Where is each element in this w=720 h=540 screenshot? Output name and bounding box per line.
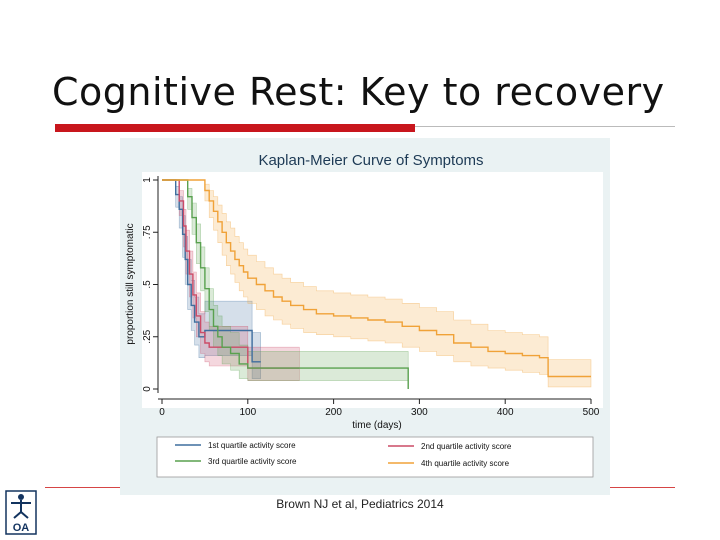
y-axis-label: proportion still symptomatic bbox=[125, 223, 136, 344]
y-tick-label: .5 bbox=[142, 280, 153, 289]
legend: 1st quartile activity score 2nd quartile … bbox=[175, 441, 512, 468]
ci-band-2 bbox=[162, 179, 300, 381]
title-underline-rule bbox=[415, 126, 675, 127]
logo-text: OA bbox=[13, 522, 30, 534]
footer-rule-left bbox=[45, 487, 120, 488]
figure-icon bbox=[11, 494, 31, 519]
legend-label-4: 4th quartile activity score bbox=[421, 459, 510, 468]
legend-label-2: 2nd quartile activity score bbox=[421, 442, 512, 451]
x-tick-label: 300 bbox=[411, 407, 428, 418]
ci-band-4 bbox=[162, 179, 592, 388]
legend-label-1: 1st quartile activity score bbox=[208, 441, 296, 450]
logo: OA bbox=[5, 490, 37, 535]
x-tick-label: 200 bbox=[325, 407, 342, 418]
x-axis-label: time (days) bbox=[352, 420, 401, 431]
chart-title: Kaplan-Meier Curve of Symptoms bbox=[258, 152, 483, 169]
citation: Brown NJ et al, Pediatrics 2014 bbox=[276, 497, 444, 511]
x-tick-label: 100 bbox=[239, 407, 256, 418]
kaplan-meier-chart: 0 .25 .5 .75 1 0 100 200 300 400 500 Kaplan-Meier … bbox=[125, 152, 603, 478]
slide-title: Cognitive Rest: Key to recovery bbox=[52, 70, 665, 114]
series-line-3 bbox=[162, 179, 409, 389]
y-tick-label: .75 bbox=[142, 225, 153, 239]
series-line-2 bbox=[162, 179, 300, 369]
footer-rule-right bbox=[610, 487, 675, 488]
ci-band-3 bbox=[162, 179, 409, 389]
series-line-4 bbox=[162, 179, 591, 378]
legend-box bbox=[156, 436, 594, 478]
x-tick-label: 0 bbox=[159, 407, 165, 418]
x-tick-label: 400 bbox=[497, 407, 514, 418]
y-tick-label: .25 bbox=[142, 329, 153, 343]
legend-label-3: 3rd quartile activity score bbox=[208, 457, 297, 466]
x-tick-label: 500 bbox=[583, 407, 600, 418]
title-underline-accent bbox=[55, 124, 415, 132]
y-tick-label: 1 bbox=[142, 177, 153, 183]
chart-panel: 0 .25 .5 .75 1 0 100 200 300 400 500 Kaplan-Meier … bbox=[120, 138, 610, 495]
y-tick-label: 0 bbox=[142, 386, 153, 392]
